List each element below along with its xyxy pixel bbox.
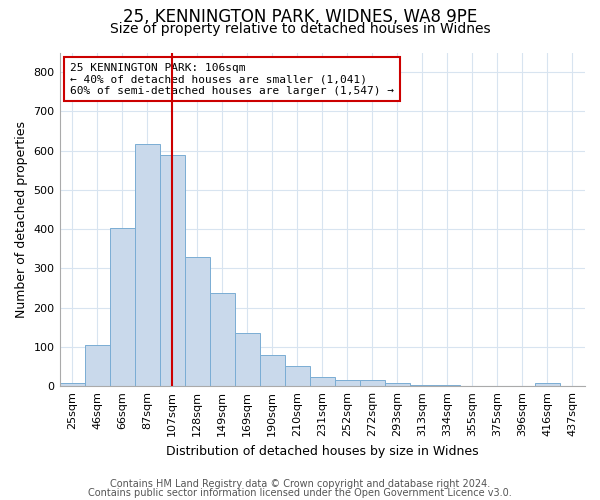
Text: 25, KENNINGTON PARK, WIDNES, WA8 9PE: 25, KENNINGTON PARK, WIDNES, WA8 9PE <box>123 8 477 26</box>
Bar <box>85 344 110 386</box>
Bar <box>260 355 285 386</box>
Y-axis label: Number of detached properties: Number of detached properties <box>15 121 28 318</box>
Bar <box>285 366 310 386</box>
Bar <box>535 382 560 386</box>
Bar <box>134 144 160 386</box>
Bar <box>160 154 185 386</box>
Bar <box>59 384 85 386</box>
Bar <box>185 256 209 386</box>
Bar <box>110 228 134 386</box>
Bar <box>209 292 235 386</box>
Bar <box>385 383 410 386</box>
Bar <box>410 385 435 386</box>
Text: Contains HM Land Registry data © Crown copyright and database right 2024.: Contains HM Land Registry data © Crown c… <box>110 479 490 489</box>
Text: Contains public sector information licensed under the Open Government Licence v3: Contains public sector information licen… <box>88 488 512 498</box>
Text: Size of property relative to detached houses in Widnes: Size of property relative to detached ho… <box>110 22 490 36</box>
X-axis label: Distribution of detached houses by size in Widnes: Distribution of detached houses by size … <box>166 444 479 458</box>
Text: 25 KENNINGTON PARK: 106sqm
← 40% of detached houses are smaller (1,041)
60% of s: 25 KENNINGTON PARK: 106sqm ← 40% of deta… <box>70 62 394 96</box>
Bar <box>235 333 260 386</box>
Bar <box>310 377 335 386</box>
Bar <box>360 380 385 386</box>
Bar <box>335 380 360 386</box>
